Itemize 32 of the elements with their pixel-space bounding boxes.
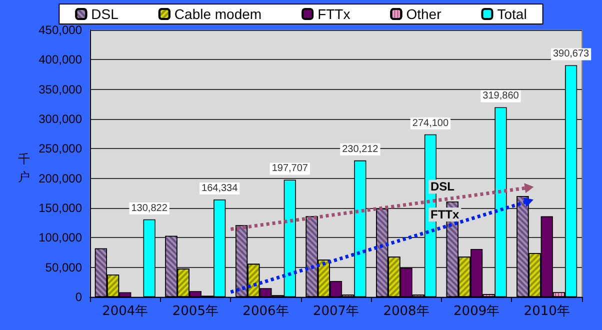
y-tick-label: 250,000 [38,142,82,156]
x-tick-label: 2006年 [242,304,289,319]
data-label: 274,100 [412,118,449,129]
y-tick-label: 200,000 [38,171,82,186]
annotation: DSL [430,180,454,194]
annotation: FTTx [430,207,460,222]
y-tick-label: 100,000 [38,230,82,245]
y-tick-label: 400,000 [38,52,82,67]
x-tick-label: 2007年 [312,304,360,319]
y-axis-title: 千户 [18,152,30,184]
legend-label: DSL [91,6,119,22]
x-tick-label: 2004年 [102,304,148,319]
data-label: 390,673 [552,48,590,60]
y-tick-label: 300,000 [38,112,82,126]
legend-label: FTTx [318,6,350,22]
x-tick-label: 2010年 [524,304,570,319]
y-tick-label: 0 [75,290,82,304]
y-tick-label: 350,000 [38,82,82,96]
x-tick-label: 2008年 [383,304,430,319]
legend-label: Total [497,6,527,22]
x-tick-label: 2005年 [172,304,218,319]
legend-label: Other [406,6,442,22]
data-label: 230,212 [342,144,379,155]
data-label: 319,860 [482,90,520,102]
y-tick-label: 150,000 [38,201,82,215]
data-label: 164,334 [202,182,238,194]
data-label: 197,707 [272,163,308,174]
y-tick-label: 450,000 [38,23,82,37]
data-label: 130,822 [131,202,168,214]
legend-label: Cable modem [174,6,262,22]
y-tick-label: 50,000 [45,260,82,274]
x-tick-label: 2009年 [454,304,500,319]
